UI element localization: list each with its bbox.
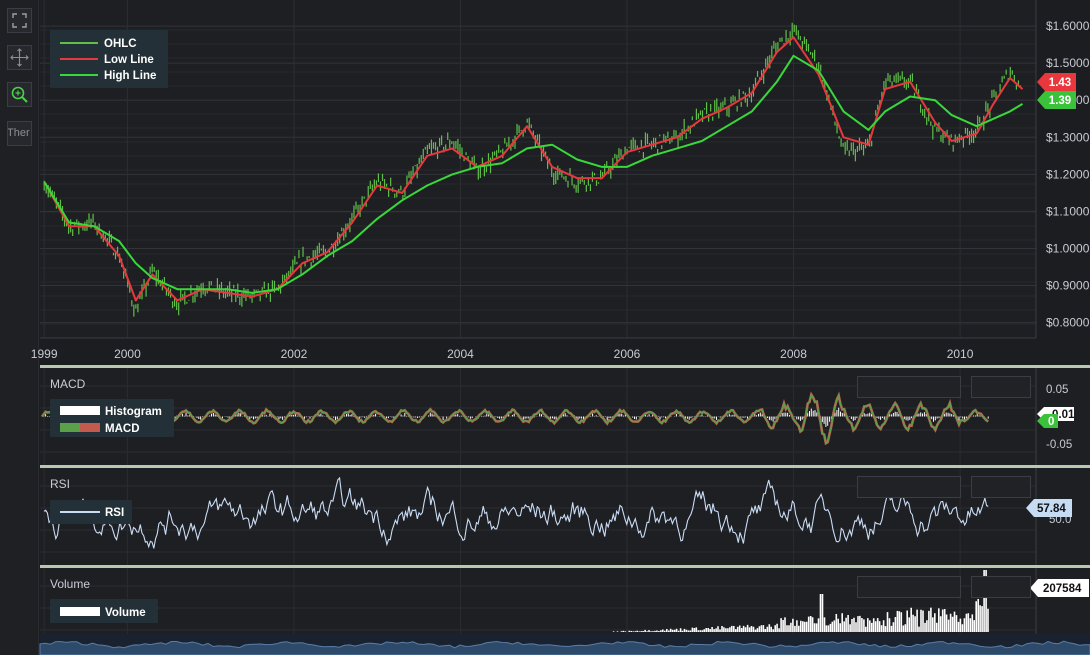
price-tick-label: $0.9000 [1046, 279, 1090, 293]
time-tick-label: 1999 [31, 347, 58, 361]
price-badge-label: 1.39 [1049, 95, 1071, 107]
time-tick-label: 2000 [114, 347, 141, 361]
legend-label: Volume [105, 607, 146, 619]
macd-badge [1037, 414, 1058, 428]
legend-label: High Line [104, 70, 156, 82]
toolbar: Ther [0, 0, 39, 655]
macd-close-button[interactable] [971, 376, 1031, 398]
rsi-badge [1026, 499, 1072, 517]
pan-icon[interactable] [7, 45, 32, 70]
rsi-line [43, 476, 989, 549]
navigator-series [39, 640, 1090, 655]
time-tick-label: 2004 [447, 347, 474, 361]
pane-separator [40, 365, 1090, 368]
price-pane: $1.6000$1.5000$1.4000$1.3000$1.2000$1.10… [31, 0, 1090, 361]
legend-swatch [60, 406, 100, 415]
price-tick-label: $1.3000 [1046, 130, 1090, 144]
pane-separator [40, 565, 1090, 568]
legend-swatch [80, 423, 100, 432]
pane-separator [40, 465, 1090, 468]
macd-tick-label: 0.05 [1046, 384, 1068, 396]
fullscreen-icon[interactable] [7, 8, 32, 33]
price-plot-bg [40, 0, 1036, 338]
volume-badge-label: 207584 [1043, 583, 1082, 595]
price-badge [1037, 73, 1076, 91]
time-tick-label: 2010 [947, 347, 974, 361]
pane-title: MACD [50, 377, 86, 391]
volume-settings-dropdown[interactable] [857, 576, 961, 598]
price-tick-label: $1.6000 [1046, 19, 1090, 33]
legend-label: RSI [105, 507, 124, 519]
price-legend [50, 30, 168, 88]
theme-button[interactable]: Ther [7, 121, 32, 146]
legend-swatch [60, 423, 80, 432]
rsi-badge-label: 57.84 [1037, 503, 1066, 515]
legend-label: OHLC [104, 38, 137, 50]
time-tick-label: 2002 [281, 347, 308, 361]
rsi-close-button[interactable] [971, 476, 1031, 498]
legend-label: Histogram [105, 406, 162, 418]
macd-badge-label: 0 [1048, 416, 1054, 428]
legend-label: Low Line [104, 54, 154, 66]
macd-line [41, 392, 989, 445]
high-line-series [43, 54, 1024, 294]
macd-tick-label: -0.05 [1046, 439, 1072, 451]
pane-title: Volume [50, 577, 90, 591]
time-tick-label: 2008 [780, 347, 807, 361]
price-tick-label: $1.2000 [1046, 167, 1090, 181]
price-tick-label: $0.8000 [1046, 316, 1090, 330]
volume-bars [612, 570, 989, 632]
legend-label: MACD [105, 423, 140, 435]
price-tick-label: $1.5000 [1046, 56, 1090, 70]
zoom-icon[interactable] [7, 82, 32, 107]
time-tick-label: 2006 [614, 347, 641, 361]
legend-swatch [60, 607, 100, 616]
price-badge [1037, 91, 1076, 109]
price-tick-label: $1.1000 [1046, 204, 1090, 218]
rsi-settings-dropdown[interactable] [857, 476, 961, 498]
pane-title: RSI [50, 477, 70, 491]
macd-settings-dropdown[interactable] [857, 376, 961, 398]
volume-badge [1030, 579, 1089, 597]
price-tick-label: $1.0000 [1046, 241, 1090, 255]
price-badge-label: 1.43 [1049, 77, 1071, 89]
volume-close-button[interactable] [971, 576, 1031, 598]
